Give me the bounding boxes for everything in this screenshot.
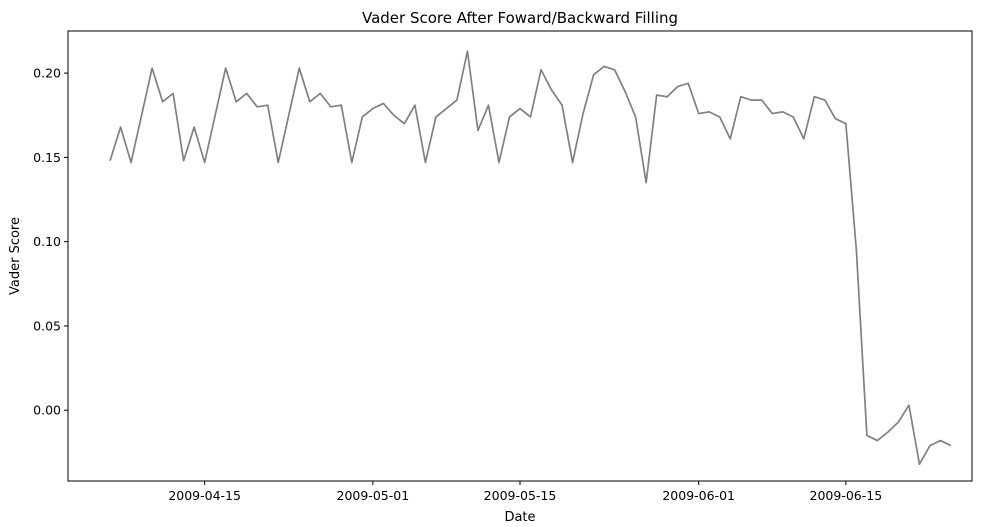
y-tick-label: 0.05 [33,318,61,333]
y-tick-label: 0.10 [33,234,61,249]
y-tick-label: 0.15 [33,150,61,165]
x-tick-label: 2009-04-15 [168,488,241,503]
x-axis-label: Date [504,510,535,525]
y-tick-label: 0.20 [33,66,61,81]
x-tick-label: 2009-06-01 [662,488,735,503]
x-tick-label: 2009-05-15 [484,488,557,503]
x-tick-label: 2009-06-15 [810,488,883,503]
plot-area: 2009-04-15 2009-05-01 2009-05-15 2009-06-01… [33,30,973,503]
plot-frame [67,30,973,482]
y-tick-label: 0.00 [33,403,61,418]
y-axis-label: Vader Score [8,217,23,295]
x-tick-label: 2009-05-01 [337,488,410,503]
series-line [109,50,952,465]
chart-title: Vader Score After Foward/Backward Fillin… [362,9,678,27]
